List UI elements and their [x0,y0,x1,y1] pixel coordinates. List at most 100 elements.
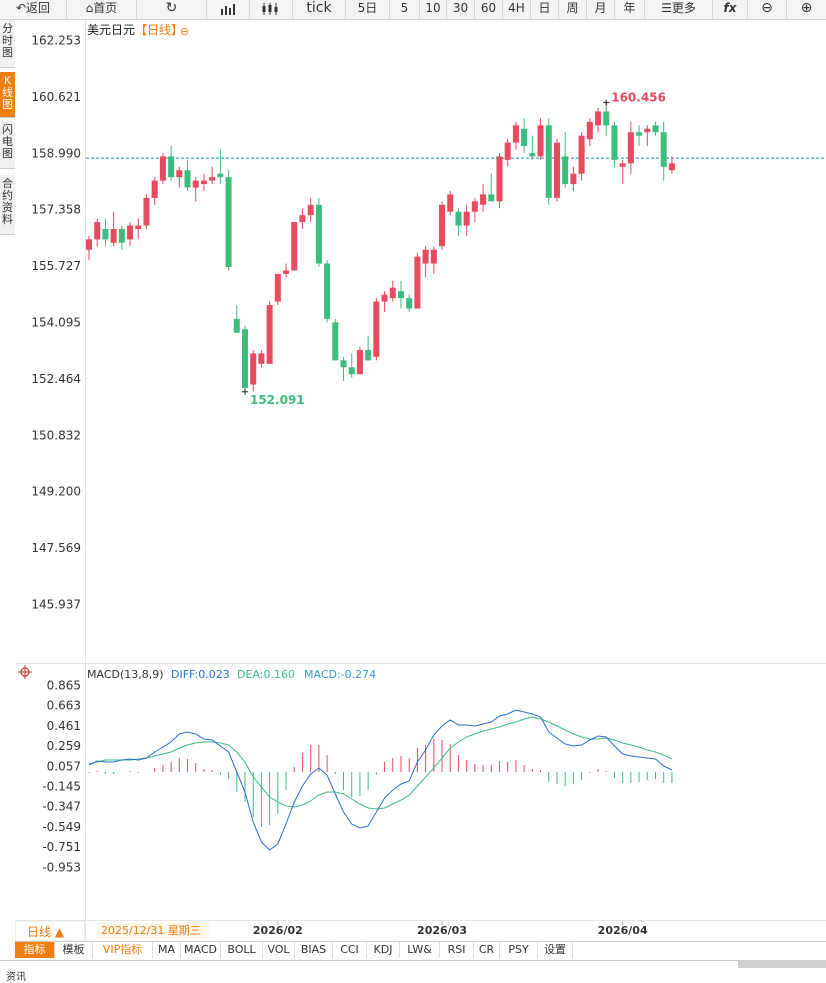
horizontal-scrollbar[interactable] [738,961,826,968]
home-button[interactable]: ⌂首页 [67,0,137,19]
extreme-marks: 160.456 152.091 [241,91,666,407]
period-selector[interactable] [15,920,86,941]
candle [332,318,339,361]
tab-template[interactable]: 模板 [55,942,93,958]
tab-boll[interactable]: BOLL [221,942,263,958]
settings-icon[interactable] [18,665,32,679]
tab-macd[interactable]: MACD [181,942,221,958]
candle [562,132,569,188]
period-5min[interactable]: 5 [390,0,420,19]
candle-body [611,125,618,160]
tab-rsi[interactable]: RSI [440,942,474,958]
period-5day[interactable]: 5日 [346,0,390,19]
candle-body [586,121,593,140]
refresh-icon: ↻ [165,0,178,16]
kline-chart[interactable]: 162.253 160.621 158.990 157.358 155.727 154.0… [15,20,826,941]
candle-body [512,125,519,143]
candle-body [307,204,314,216]
period-month[interactable]: 月 [587,0,615,19]
tab-psy[interactable]: PSY [500,942,538,958]
tab-flash[interactable]: 闪电图 [0,121,15,169]
symbol-name: 美元日元 [87,23,135,37]
candle-body [184,170,191,188]
candle [430,246,437,274]
news-tab[interactable]: 资讯 [6,972,26,983]
tab-contract[interactable]: 合约资料 [0,175,15,235]
candle-body [250,353,257,385]
tab-lw[interactable]: LW& [400,942,440,958]
candle-body [258,353,265,364]
tab-cr[interactable]: CR [474,942,500,958]
tab-bias[interactable]: BIAS [295,942,333,958]
zoom-in-button[interactable]: ⊕ [787,0,826,19]
tab-kline[interactable]: K线图 [0,72,15,118]
candle [127,222,134,247]
candle-body [291,222,298,271]
more-button[interactable]: ☰更多 [645,0,713,19]
candle [644,125,651,147]
period-4h[interactable]: 4H [503,0,531,19]
macd-axis: 0.865 0.663 0.461 0.259 0.057 -0.145 -0.347 -0.… [42,679,81,875]
candle [586,118,593,147]
candle [274,273,281,306]
candle-body [430,249,437,264]
tab-ma[interactable]: MA [153,942,181,958]
candle-body [381,294,388,302]
cursor-date-box [97,922,209,939]
tick-button[interactable]: tick [293,0,346,19]
chart-type-button[interactable] [207,0,250,19]
macd-tick-label: -0.751 [42,840,81,854]
refresh-button[interactable]: ↻ [137,0,207,19]
zoom-out-button[interactable]: ⊖ [748,0,787,19]
collapse-icon[interactable]: ⊖ [180,25,189,38]
candle [471,197,478,223]
candle [86,235,92,261]
candle-style-button[interactable] [250,0,293,19]
candle [258,349,265,368]
back-button[interactable]: ↶返回 [0,0,67,19]
candle [373,298,380,361]
candle-body [422,249,429,264]
date-axis: 2026/02 2026/03 2026/04 [15,920,826,937]
period-year[interactable]: 年 [615,0,645,19]
price-tick-label: 147.569 [31,541,81,555]
candle-body [545,125,552,198]
candle-body [143,197,150,226]
candle [603,101,610,136]
tab-cci[interactable]: CCI [333,942,367,958]
formula-button[interactable]: fx [713,0,748,19]
candle [217,149,224,185]
candle [537,118,544,160]
tab-indicator[interactable]: 指标 [15,942,55,958]
tab-kdj[interactable]: KDJ [367,942,400,958]
candle-body [365,349,372,361]
candle [504,139,511,167]
candle [266,301,273,364]
period-10min[interactable]: 10 [420,0,447,19]
candle [110,211,117,247]
period-day[interactable]: 日 [531,0,559,19]
candlestick-icon [262,3,278,15]
candle-body [537,125,544,157]
period-60min[interactable]: 60 [475,0,503,19]
tab-timeshare[interactable]: 分时图 [0,20,15,68]
tab-settings[interactable]: 设置 [538,942,573,958]
toolbar: ↶返回 ⌂首页 ↻ tick 5日 5 10 30 60 4H 日 周 月 年 … [0,0,826,20]
macd-tick-label: 0.461 [47,719,81,733]
period-selector-label: 日线 ▲ [27,925,65,939]
candle [611,121,618,167]
tab-vip-indicator[interactable]: VIP指标 [93,942,153,958]
period-30min[interactable]: 30 [447,0,475,19]
candle-body [192,180,199,188]
candle-body [118,228,125,243]
candle [578,132,585,181]
candle [389,280,396,302]
candle-body [570,173,577,185]
period-week[interactable]: 周 [559,0,587,19]
price-tick-label: 154.095 [31,316,81,330]
candle [521,118,528,153]
candle-body [110,228,117,243]
tab-vol[interactable]: VOL [263,942,295,958]
candle-body [660,132,667,167]
candle [225,170,232,271]
